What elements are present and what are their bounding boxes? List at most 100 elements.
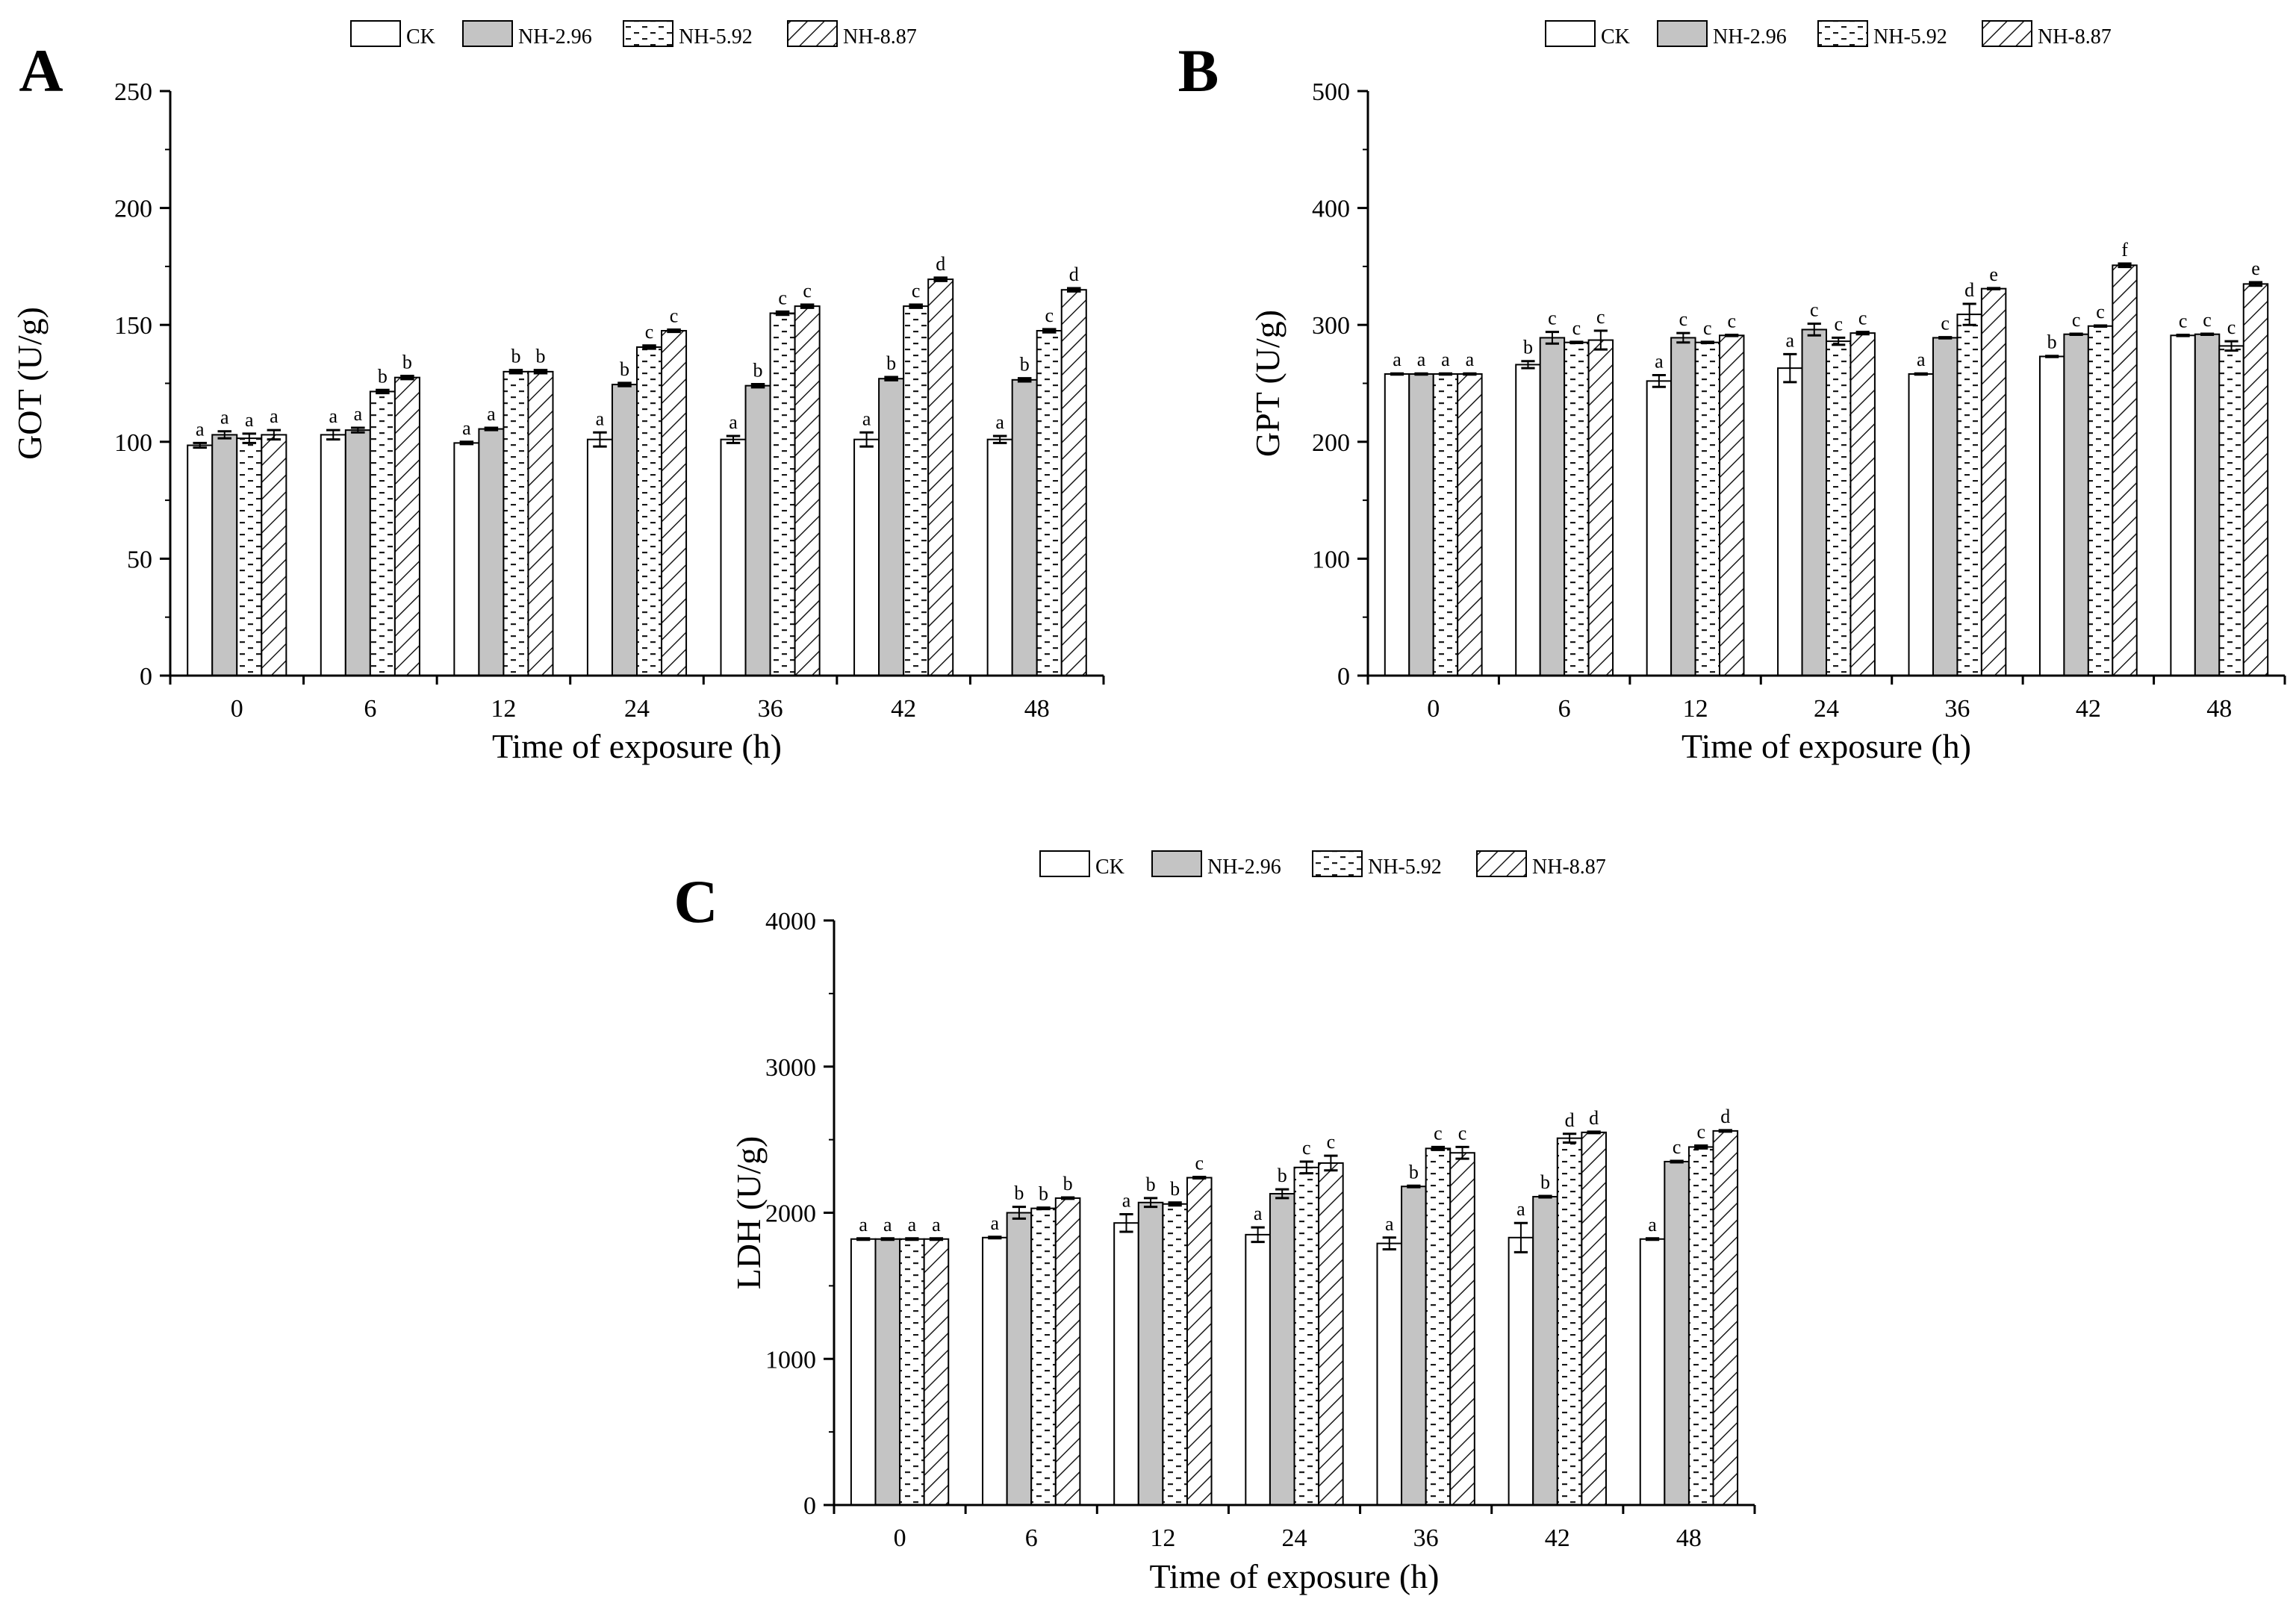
significance-letter-0-3: a [596,408,605,429]
significance-letter-1-4: b [753,359,763,381]
y-tick-label-5: 250 [114,78,152,106]
legend: CK NH-2.96 NH-5.92 NH-8.87 [1545,20,2112,49]
significance-letter-1-3: b [620,358,629,380]
x-tick-label-4: 36 [758,695,783,723]
bar-3-4 [794,305,821,676]
bar-2-6 [1036,330,1063,676]
bar-1-6 [1011,378,1038,676]
significance-letter-1-2: b [1146,1174,1156,1195]
bar-2-2 [1694,341,1721,676]
legend-swatch-3 [1982,20,2032,47]
y-tick-label-5: 500 [1312,78,1350,106]
bar-1-2 [1137,1201,1164,1506]
y-axis-title: LDH (U/g) [729,1136,768,1290]
bar-1-0 [1408,373,1434,676]
bar-3-0 [923,1238,950,1506]
significance-letter-3-1: b [402,351,412,373]
bar-0-3 [586,438,613,677]
bar-0-1 [320,434,346,676]
bar-0-5 [2038,355,2065,676]
bar-0-2 [1113,1222,1139,1506]
significance-letter-2-0: a [245,409,254,431]
x-tick-label-1: 6 [1025,1524,1038,1552]
legend-swatch-1 [1151,850,1202,877]
bar-3-3 [661,330,688,676]
bar-3-6 [2242,283,2269,676]
x-tick-label-4: 36 [1944,695,1970,723]
significance-letter-2-5: c [912,280,921,302]
bar-0-5 [853,438,880,677]
significance-letter-1-5: c [2072,309,2081,331]
bar-1-2 [478,428,505,676]
bar-1-3 [611,384,638,676]
bar-1-4 [1401,1185,1427,1506]
bar-3-0 [261,434,287,676]
bar-0-0 [850,1238,877,1506]
significance-letter-3-3: c [670,305,679,326]
legend-label-1: NH-2.96 [1713,25,1787,49]
significance-letter-0-3: a [1254,1203,1263,1224]
x-tick-label-5: 42 [891,695,916,723]
bar-2-3 [1293,1166,1320,1506]
significance-letter-3-5: d [936,253,945,275]
bar-0-5 [1508,1236,1534,1506]
bar-1-4 [1932,337,1959,676]
bar-0-0 [187,444,214,676]
significance-letter-3-1: b [1063,1173,1073,1194]
bar-3-1 [1054,1197,1081,1506]
bar-0-4 [720,438,747,677]
legend-label-3: NH-8.87 [2038,25,2112,49]
bar-2-0 [899,1238,925,1506]
y-tick-label-3: 300 [1312,312,1350,340]
significance-letter-0-5: b [2047,331,2057,353]
x-tick-label-2: 12 [491,695,516,723]
significance-letter-3-6: d [1720,1106,1730,1127]
significance-letter-2-2: b [511,346,520,367]
significance-letter-1-0: a [220,407,229,429]
bar-2-3 [636,346,663,676]
significance-letter-2-6: c [1045,305,1054,326]
significance-letter-3-2: c [1195,1153,1204,1174]
significance-letter-2-3: c [645,321,654,343]
significance-letter-0-4: a [729,411,738,433]
significance-letter-1-0: a [1417,349,1426,370]
bar-0-4 [1376,1242,1403,1506]
significance-letter-1-5: b [886,352,896,374]
y-tick-label-2: 200 [1312,429,1350,457]
significance-letter-2-4: d [1964,279,1974,301]
panel-label: C [673,867,718,935]
bar-1-5 [1532,1195,1558,1506]
x-tick-label-4: 36 [1413,1524,1439,1552]
significance-letter-1-1: b [1014,1183,1024,1204]
legend-label-2: NH-5.92 [1873,25,1947,49]
significance-letter-1-5: b [1540,1171,1550,1193]
significance-letter-0-5: a [862,408,871,429]
bar-3-5 [927,278,954,677]
significance-letter-3-2: b [535,346,545,367]
legend-label-0: CK [406,25,435,49]
legend-label-2: NH-5.92 [679,25,753,49]
legend-label-3: NH-8.87 [1532,856,1606,879]
legend-label-1: NH-2.96 [1207,856,1281,879]
bar-3-2 [1719,334,1745,676]
significance-letter-0-6: a [995,411,1004,433]
significance-letter-1-2: c [1679,308,1688,330]
bar-3-4 [1449,1152,1475,1506]
x-tick-label-0: 0 [1427,695,1440,723]
legend-swatch-1 [1657,20,1708,47]
significance-letter-0-2: a [1655,351,1664,373]
significance-letter-0-0: a [196,418,205,440]
x-axis-title: Time of exposure (h) [492,727,782,765]
significance-letter-3-0: a [932,1214,941,1236]
x-tick-label-0: 0 [894,1524,906,1552]
bar-3-6 [1712,1130,1739,1506]
significance-letter-3-0: a [1466,349,1475,370]
significance-letter-1-6: c [2203,309,2212,331]
bar-0-3 [1245,1233,1271,1506]
legend-swatch-2 [1312,850,1363,877]
legend-label-2: NH-5.92 [1368,856,1442,879]
bar-1-1 [1006,1212,1033,1506]
y-tick-label-0: 0 [140,663,152,691]
